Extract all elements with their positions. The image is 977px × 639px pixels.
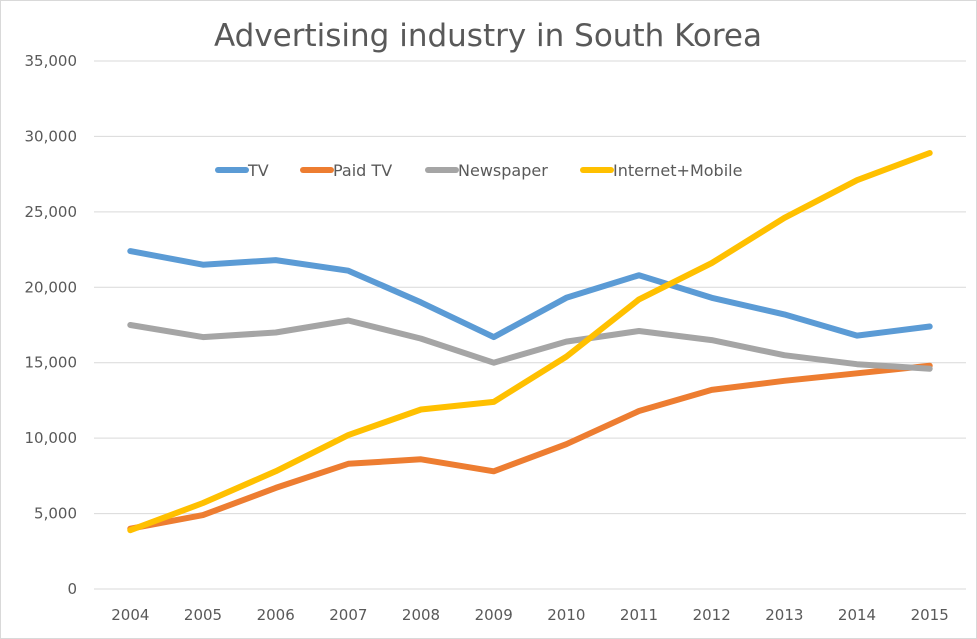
y-axis-tick-labels: 0 5,000 10,000 15,000 20,000 25,000 30,000 35,0… <box>25 52 78 598</box>
gridlines <box>94 60 966 590</box>
x-tick-label: 2009 <box>475 606 513 624</box>
legend: TV Paid TV Newspaper Internet+Mobile <box>215 161 742 180</box>
x-tick-label: 2015 <box>911 606 949 624</box>
x-tick-label: 2013 <box>765 606 803 624</box>
legend-label-paid-tv: Paid TV <box>333 161 392 180</box>
y-tick-label: 5,000 <box>34 505 77 523</box>
x-tick-label: 2004 <box>111 606 149 624</box>
y-tick-label: 0 <box>67 580 77 598</box>
x-tick-label: 2008 <box>402 606 440 624</box>
y-tick-label: 30,000 <box>25 127 78 145</box>
y-tick-label: 15,000 <box>25 354 78 372</box>
series-line-tv <box>127 248 933 341</box>
x-tick-label: 2011 <box>620 606 658 624</box>
series-lines <box>127 150 933 534</box>
series-line-newspaper <box>127 317 933 372</box>
series-line-paid-tv <box>127 362 933 532</box>
x-axis-tick-labels: 2004 2005 2006 2007 2008 2009 2010 2011 2012 2013… <box>111 606 949 624</box>
legend-label-newspaper: Newspaper <box>458 161 548 180</box>
x-tick-label: 2005 <box>184 606 222 624</box>
x-tick-label: 2006 <box>257 606 295 624</box>
x-tick-label: 2012 <box>693 606 731 624</box>
x-tick-label: 2014 <box>838 606 876 624</box>
x-tick-label: 2010 <box>547 606 585 624</box>
series-line-internet-mobile <box>127 150 933 534</box>
legend-label-tv: TV <box>247 161 269 180</box>
y-tick-label: 25,000 <box>25 203 78 221</box>
legend-label-internet-mobile: Internet+Mobile <box>613 161 742 180</box>
x-tick-label: 2007 <box>329 606 367 624</box>
y-tick-label: 35,000 <box>25 52 78 70</box>
y-tick-label: 20,000 <box>25 278 78 296</box>
y-tick-label: 10,000 <box>25 429 78 447</box>
chart-title: Advertising industry in South Korea <box>214 18 762 54</box>
